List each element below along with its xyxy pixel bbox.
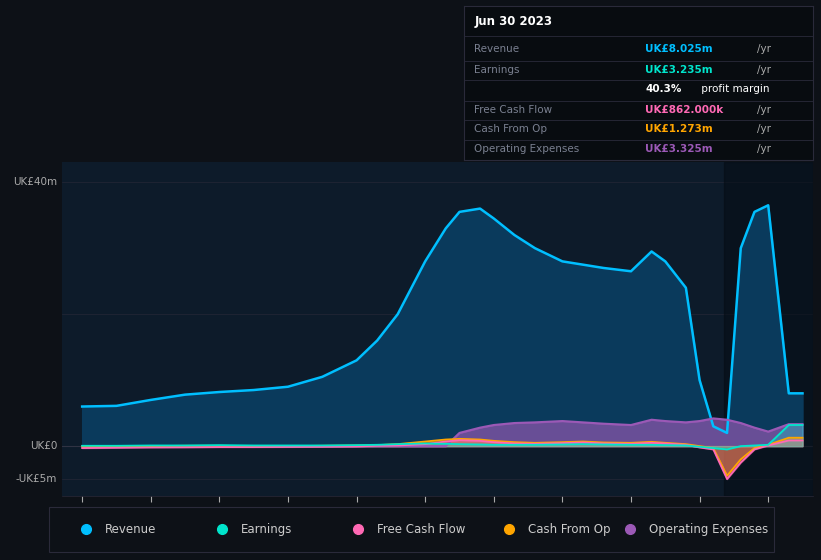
Text: Cash From Op: Cash From Op <box>475 124 548 134</box>
Text: -UK£5m: -UK£5m <box>16 474 57 484</box>
Text: UK£0: UK£0 <box>30 441 57 451</box>
Text: UK£8.025m: UK£8.025m <box>645 44 713 54</box>
Text: UK£1.273m: UK£1.273m <box>645 124 713 134</box>
Text: Revenue: Revenue <box>105 522 157 536</box>
Text: /yr: /yr <box>757 105 771 115</box>
Text: UK£40m: UK£40m <box>13 177 57 187</box>
Bar <box>723 162 813 496</box>
Text: /yr: /yr <box>757 144 771 154</box>
Text: Operating Expenses: Operating Expenses <box>475 144 580 154</box>
Text: profit margin: profit margin <box>698 84 769 94</box>
Text: Free Cash Flow: Free Cash Flow <box>377 522 466 536</box>
Text: /yr: /yr <box>757 44 771 54</box>
Text: Jun 30 2023: Jun 30 2023 <box>475 15 553 27</box>
Text: UK£862.000k: UK£862.000k <box>645 105 723 115</box>
Text: /yr: /yr <box>757 66 771 75</box>
Text: 40.3%: 40.3% <box>645 84 681 94</box>
Text: Revenue: Revenue <box>475 44 520 54</box>
Text: Free Cash Flow: Free Cash Flow <box>475 105 553 115</box>
Text: Cash From Op: Cash From Op <box>528 522 611 536</box>
Text: /yr: /yr <box>757 124 771 134</box>
Text: UK£3.325m: UK£3.325m <box>645 144 713 154</box>
Text: Earnings: Earnings <box>241 522 292 536</box>
Text: UK£3.235m: UK£3.235m <box>645 66 713 75</box>
Text: Earnings: Earnings <box>475 66 520 75</box>
Text: Operating Expenses: Operating Expenses <box>649 522 768 536</box>
